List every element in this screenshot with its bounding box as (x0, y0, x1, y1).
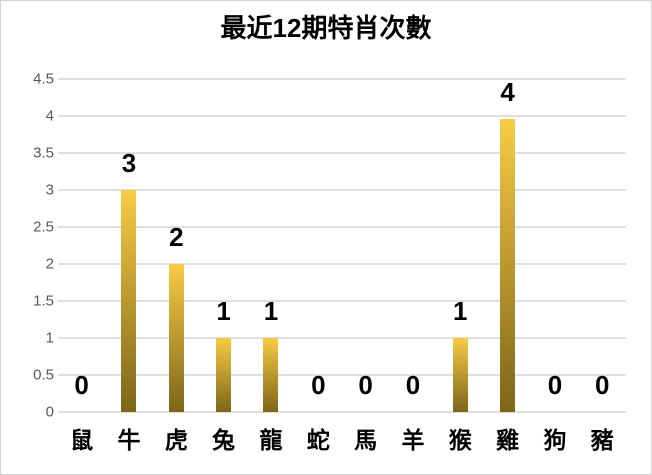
bar (452, 338, 468, 412)
gridline (58, 411, 626, 413)
category-column: 0 (295, 79, 342, 412)
y-axis-tick-label: 2 (45, 255, 54, 273)
gridline (58, 115, 626, 118)
category-column: 0 (579, 79, 626, 412)
bar-columns: 0 3 2 1 1 0 0 0 1 4 0 0 (58, 79, 626, 412)
y-axis-tick-label: 3.5 (33, 144, 54, 162)
x-axis-label: 馬 (354, 427, 378, 453)
y-axis: 0 0.5 1 1.5 2 2.5 3 3.5 4 4.5 (1, 72, 54, 420)
bar-value-label: 1 (453, 296, 468, 327)
category-column: 4 (484, 79, 531, 412)
bar-value-label: 1 (216, 296, 231, 327)
x-axis-label: 雞 (496, 427, 520, 453)
gridline (58, 189, 626, 192)
bar-value-label: 0 (547, 370, 563, 400)
y-axis-tick-label: 3 (45, 181, 54, 199)
bar-value-label: 0 (74, 370, 89, 400)
category-column: 0 (389, 79, 436, 412)
chart-title: 最近12期特肖次數 (220, 13, 432, 43)
bar (216, 338, 232, 412)
x-axis: 鼠牛虎兔龍蛇馬羊猴雞狗豬 (58, 425, 626, 455)
x-axis-label: 蛇 (306, 427, 330, 453)
bar (500, 119, 516, 412)
gridline (58, 337, 626, 340)
x-axis-label: 狗 (543, 427, 567, 453)
bar-value-label: 0 (405, 370, 421, 400)
bar-value-label: 3 (121, 148, 137, 178)
x-axis-label: 兔 (212, 427, 236, 453)
gridline (58, 226, 626, 228)
x-axis-label: 猴 (448, 427, 472, 453)
bar-value-label: 0 (595, 370, 610, 400)
y-axis-tick-label: 0.5 (33, 366, 54, 384)
category-column: 1 (200, 79, 247, 412)
gridline (58, 152, 626, 154)
bar (263, 338, 279, 412)
x-axis-label: 龍 (259, 427, 283, 453)
bar-value-label: 2 (169, 222, 184, 253)
category-column: 0 (58, 79, 105, 412)
category-column: 3 (105, 79, 152, 412)
plot-area: 0 3 2 1 1 0 0 0 1 4 0 0 (58, 78, 626, 413)
category-column: 1 (247, 79, 294, 412)
y-axis-tick-label: 2.5 (33, 218, 54, 236)
category-column: 0 (531, 79, 578, 412)
x-axis-label: 鼠 (70, 427, 94, 453)
bar-value-label: 4 (500, 77, 515, 107)
bar-value-label: 1 (263, 296, 279, 327)
x-axis-label: 豬 (590, 427, 614, 453)
y-axis-tick-label: 1.5 (33, 292, 54, 310)
gridline (58, 374, 626, 377)
bar (168, 264, 184, 412)
gridline (58, 78, 626, 80)
y-axis-tick-label: 4.5 (33, 70, 54, 88)
category-column: 2 (153, 79, 200, 412)
category-column: 1 (437, 79, 484, 412)
gridline (58, 263, 626, 266)
gridline (58, 300, 626, 303)
y-axis-tick-label: 4 (45, 107, 54, 125)
x-axis-label: 虎 (164, 427, 188, 453)
bar (121, 190, 137, 412)
x-axis-label: 羊 (401, 427, 425, 453)
bar-value-label: 0 (311, 370, 326, 400)
bar-value-label: 0 (358, 370, 373, 400)
y-axis-tick-label: 1 (45, 329, 54, 347)
y-axis-tick-label: 0 (45, 403, 54, 421)
x-axis-label: 牛 (117, 427, 141, 453)
category-column: 0 (342, 79, 389, 412)
